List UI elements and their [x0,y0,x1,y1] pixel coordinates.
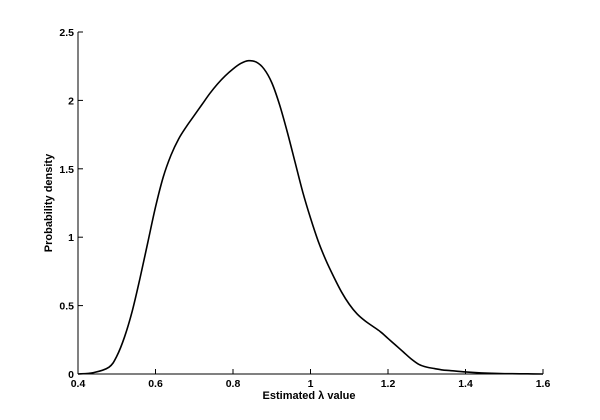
y-tick-label: 1.5 [59,164,74,176]
y-tick-label: 1 [68,232,74,244]
x-axis-label: Estimated λ value [263,390,356,402]
x-tick-label: 1.2 [381,378,396,390]
y-tick-label: 2.5 [59,27,74,39]
x-tick-label: 1.6 [536,378,551,390]
density-curve [77,59,544,375]
y-tick-label: 0.5 [59,301,74,313]
y-axis-label: Probability density [43,153,55,252]
x-tick-label: 0.4 [71,378,86,390]
x-tick-label: 0.6 [148,378,163,390]
y-axis-ticks: 0 0.5 1 1.5 2 2.5 [59,27,83,381]
x-tick-label: 1.4 [458,378,473,390]
y-tick-label: 0 [68,369,74,381]
axes [77,32,543,375]
y-tick-label: 2 [68,95,74,107]
x-tick-label: 1 [308,378,314,390]
x-tick-label: 0.8 [226,378,241,390]
x-axis-ticks: 0.4 0.6 0.8 1 1.2 1.4 1.6 [71,369,551,390]
